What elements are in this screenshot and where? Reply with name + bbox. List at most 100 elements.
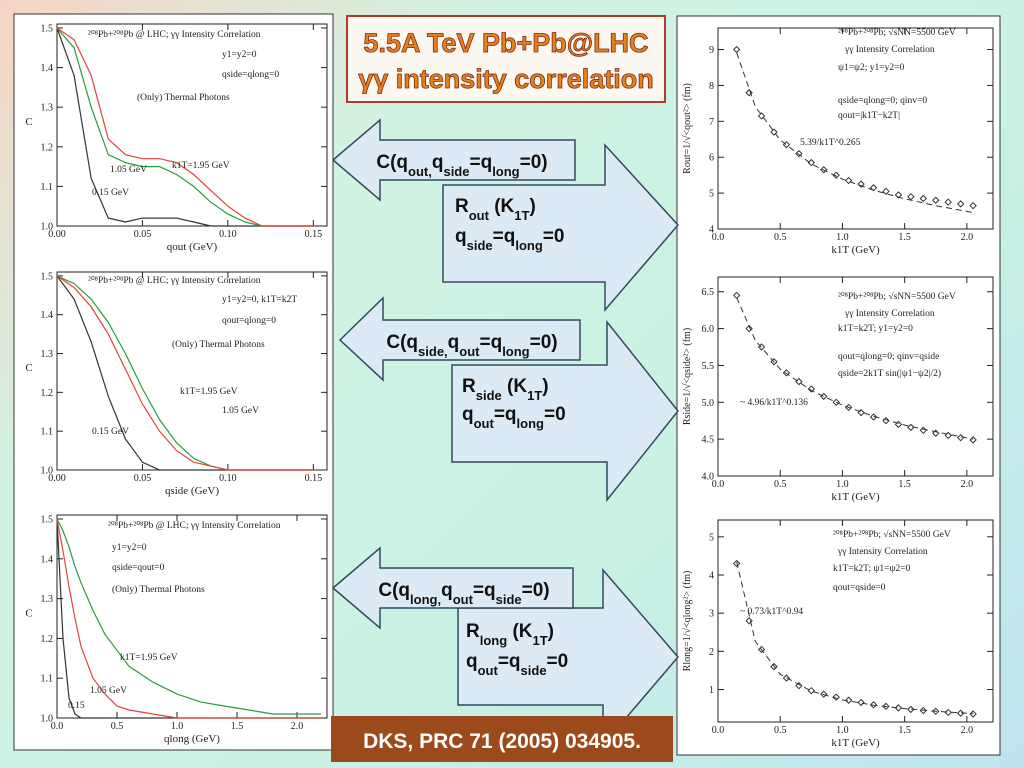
annotation: qout=qside=0 (833, 583, 886, 593)
y-tick-label: 6.5 (702, 287, 715, 298)
annotation: γγ Intensity Correlation (844, 45, 935, 55)
x-tick-label: 1.5 (898, 725, 911, 736)
data-point (782, 369, 791, 377)
x-tick-label: 2.0 (291, 721, 304, 732)
y-axis-label: Rside=1/√<qside²> (fm) (682, 328, 693, 425)
data-point (869, 413, 878, 421)
annotation: ²⁰⁸Pb+²⁰⁸Pb @ LHC; γγ Intensity Correlat… (88, 29, 261, 40)
y-tick-label: 4 (709, 570, 714, 581)
chart: 0.0 0.5 1.0 1.5 2.0 4 5 6 7 8 9 k1T (GeV) Rout=1/√<q… (682, 27, 994, 256)
x-tick-label: 2.0 (961, 232, 974, 243)
series-label: ~ 4.96/k1T^0.136 (740, 398, 808, 408)
x-tick-label: 2.0 (961, 725, 974, 736)
data-point (745, 324, 753, 333)
series-label: 1.05 GeV (110, 165, 147, 175)
plot-frame (56, 23, 328, 227)
annotation: (Only) Thermal Photons (112, 584, 205, 595)
annotation: y1=y2=0 (112, 543, 147, 553)
x-axis-label: qlong (GeV) (164, 733, 220, 745)
data-point (907, 705, 915, 714)
y-tick-label: 4.5 (702, 435, 715, 446)
data-point (844, 696, 853, 704)
label-part: =q (494, 404, 517, 425)
y-tick-label: 3 (709, 609, 714, 620)
x-tick-label: 1.0 (171, 721, 184, 732)
annotation: ψ1=ψ2; y1=y2=0 (838, 63, 904, 73)
x-axis-label: k1T (GeV) (831, 737, 880, 749)
annotation: γγ Intensity Correlation (844, 309, 935, 319)
data-point (807, 385, 816, 393)
label-part: =q (479, 332, 502, 353)
label-part: C(q (376, 152, 408, 173)
label-part: side (476, 388, 502, 403)
data-point (894, 191, 903, 199)
data-point (882, 187, 890, 196)
label-part: q (448, 332, 460, 353)
annotation: ²⁰⁸Pb+²⁰⁸Pb; √sNN=5500 GeV (838, 291, 956, 302)
label-part: =0 (547, 651, 569, 672)
left-panel (13, 13, 334, 751)
data-point (795, 149, 803, 158)
x-tick-label: 0.05 (134, 229, 152, 240)
arrow-label: qside=qlong=0 (455, 226, 564, 253)
y-axis-label: C (25, 362, 32, 374)
data-point (832, 171, 840, 179)
x-tick-label: 0.05 (134, 473, 152, 484)
data-point (757, 112, 766, 120)
label-part: q (462, 404, 474, 425)
label-part: =q (469, 152, 492, 173)
y-tick-label: 9 (709, 45, 714, 56)
label-part: =q (498, 651, 521, 672)
annotation: (Only) Thermal Photons (172, 339, 265, 350)
label-part: =q (473, 580, 496, 601)
arrow-label: Rside (K1T) (462, 376, 549, 403)
label-part: =0 (544, 404, 566, 425)
x-tick-label: 0.0 (712, 725, 725, 736)
label-part: long (517, 416, 544, 431)
annotation: qout=|k1T−k2T| (838, 111, 900, 121)
label-part: q (432, 152, 444, 173)
arrow-label: C(qlong,qout=qside=0) (378, 580, 549, 607)
data-point (932, 429, 940, 437)
label-part: side (443, 164, 469, 179)
arrow-label: Rlong (K1T) (466, 621, 554, 648)
series-label: k1T=1.95 GeV (172, 161, 230, 171)
data-point (807, 158, 816, 167)
y-tick-label: 1.2 (41, 388, 54, 399)
x-tick-label: 0.10 (219, 473, 237, 484)
label-part: side, (418, 344, 448, 359)
y-axis-label: C (25, 608, 32, 620)
data-point (844, 176, 853, 185)
data-point (869, 701, 878, 709)
label-part: 1T (533, 633, 548, 648)
y-tick-label: 1.3 (41, 349, 54, 360)
fit-curve (736, 297, 974, 440)
label-part: 1T (527, 388, 542, 403)
y-tick-label: 1.0 (41, 466, 54, 477)
data-point (956, 200, 965, 208)
data-point (770, 128, 778, 136)
label-part: ) (542, 376, 548, 397)
label-part: q (441, 580, 453, 601)
arrow-label: C(qout,qside=qlong=0) (376, 152, 547, 179)
y-tick-label: 5.5 (702, 361, 715, 372)
curve (56, 275, 314, 471)
x-tick-label: 0.5 (774, 232, 787, 243)
label-part: C(q (386, 332, 418, 353)
series-label: 5.39/k1T^0.265 (800, 138, 861, 148)
y-tick-label: 2 (709, 647, 714, 658)
right-arrow (451, 319, 679, 503)
data-point (745, 617, 753, 625)
data-point (770, 662, 778, 671)
annotation: y1=y2=0, k1T=k2T (222, 295, 297, 305)
x-tick-label: 0.5 (111, 721, 124, 732)
series-label: 0.15 GeV (92, 188, 129, 198)
x-tick-label: 0.0 (712, 232, 725, 243)
data-point (832, 693, 840, 701)
label-part: side (521, 663, 547, 678)
label-part: =0) (520, 152, 548, 173)
data-point (956, 709, 965, 717)
x-axis-label: k1T (GeV) (831, 491, 880, 503)
x-tick-label: 1.0 (836, 725, 849, 736)
annotation: γγ Intensity Correlation (837, 547, 928, 557)
